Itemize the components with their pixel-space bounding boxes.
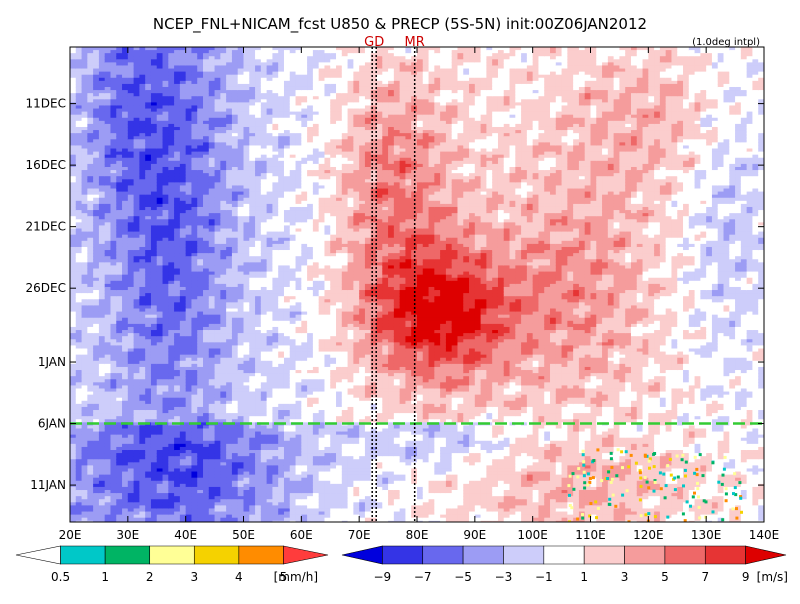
x-tick-label: 140E	[749, 528, 780, 542]
u850-colorbar: −9 −7 −5 −3 −1 1 3 5 7 9 [m/s]	[342, 546, 788, 584]
u850-level-label: 9	[742, 570, 750, 584]
precip-unit: [mm/h]	[274, 570, 318, 584]
u850-unit: [m/s]	[757, 570, 788, 584]
u850-level-label: 7	[701, 570, 709, 584]
u850-color-swatch	[544, 546, 584, 564]
u850-level-label: −1	[535, 570, 553, 584]
u850-level-label: 3	[621, 570, 629, 584]
y-tick-label: 1JAN	[38, 355, 66, 369]
u850-color-swatch	[382, 546, 422, 564]
u850-level-label: 1	[580, 570, 588, 584]
x-tick-label: 80E	[406, 528, 429, 542]
x-tick-label: 60E	[290, 528, 313, 542]
marker-label-gd: GD	[364, 35, 384, 50]
precip-color-swatch	[283, 546, 328, 564]
y-tick-label: 16DEC	[26, 158, 66, 172]
u850-color-swatch	[746, 546, 786, 564]
u850-color-swatch	[625, 546, 665, 564]
precip-color-swatch	[239, 546, 284, 564]
u850-color-swatch	[665, 546, 705, 564]
u850-level-label: −9	[374, 570, 392, 584]
chart-title: NCEP_FNL+NICAM_fcst U850 & PRECP (5S-5N)…	[153, 15, 647, 34]
precip-level-label: 0.5	[51, 570, 70, 584]
interp-note: (1.0deg intpl)	[692, 37, 760, 48]
u850-level-label: −5	[454, 570, 472, 584]
precip-level-label: 1	[101, 570, 109, 584]
precip-color-swatch	[194, 546, 239, 564]
y-tick-label: 6JAN	[38, 417, 66, 431]
u850-field	[70, 47, 765, 524]
x-tick-label: 50E	[232, 528, 255, 542]
x-tick-label: 110E	[575, 528, 606, 542]
x-tick-label: 20E	[59, 528, 82, 542]
u850-level-label: −7	[414, 570, 432, 584]
u850-color-swatch	[705, 546, 745, 564]
precip-color-swatch	[61, 546, 106, 564]
u850-level-label: −3	[495, 570, 513, 584]
precip-color-swatch	[16, 546, 61, 564]
precip-color-swatch	[105, 546, 150, 564]
x-tick-label: 30E	[116, 528, 139, 542]
y-tick-label: 21DEC	[26, 220, 66, 234]
precip-level-label: 4	[235, 570, 243, 584]
precip-level-label: 2	[146, 570, 154, 584]
u850-color-swatch	[463, 546, 503, 564]
y-tick-label: 11DEC	[26, 97, 66, 111]
x-tick-label: 70E	[348, 528, 371, 542]
plot-area	[70, 47, 765, 524]
u850-color-swatch	[503, 546, 543, 564]
x-tick-label: 40E	[174, 528, 197, 542]
x-tick-label: 90E	[463, 528, 486, 542]
x-tick-label: 130E	[691, 528, 722, 542]
y-tick-label: 11JAN	[30, 478, 66, 492]
x-tick-label: 100E	[517, 528, 548, 542]
u850-level-label: 5	[661, 570, 669, 584]
u850-color-swatch	[342, 546, 382, 564]
x-tick-label: 120E	[633, 528, 664, 542]
u850-color-swatch	[423, 546, 463, 564]
marker-label-mr: MR	[405, 35, 425, 50]
precip-color-swatch	[150, 546, 195, 564]
y-tick-label: 26DEC	[26, 281, 66, 295]
u850-color-swatch	[584, 546, 624, 564]
precip-level-label: 3	[190, 570, 198, 584]
